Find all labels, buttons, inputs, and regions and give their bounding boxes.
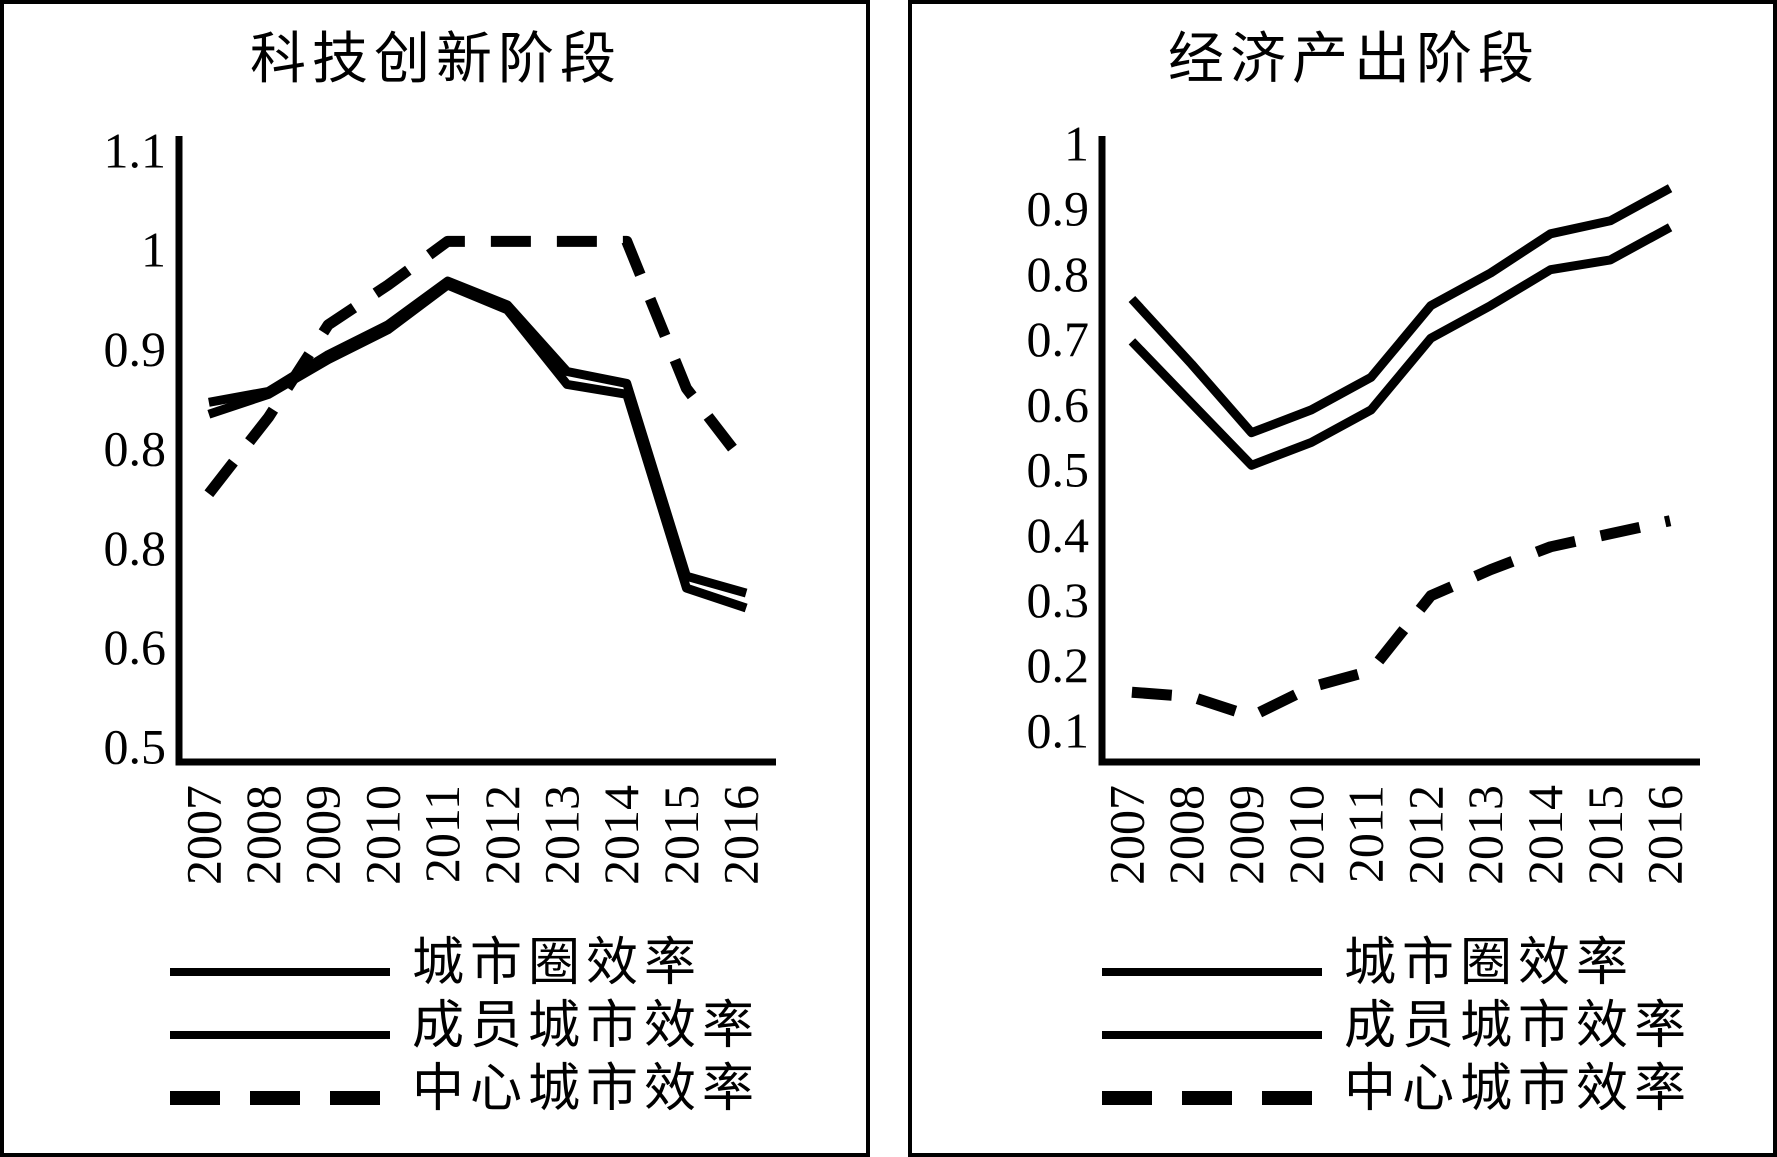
y-tick-label: 0.8	[1027, 246, 1090, 302]
axes	[1098, 136, 1700, 766]
panel-border	[0, 0, 870, 1157]
x-tick-label: 2007	[1098, 785, 1154, 885]
x-tick-label: 2012	[474, 785, 530, 885]
legend-label: 城市圈效率	[1344, 935, 1634, 992]
x-tick-label: 2008	[235, 785, 291, 885]
y-tick-label: 1	[141, 222, 166, 278]
y-tick-label: 0.3	[1027, 572, 1090, 628]
panel-border	[908, 0, 1777, 1157]
x-tick-label: 2009	[295, 785, 351, 885]
y-tick-label: 0.6	[1027, 376, 1090, 432]
x-tick-label: 2010	[1278, 785, 1334, 885]
y-tick-label: 0.8	[104, 520, 167, 576]
x-tick-label: 2011	[414, 785, 470, 883]
series-line	[1131, 515, 1672, 722]
y-tick-label: 0.1	[1027, 702, 1090, 758]
x-tick-label: 2012	[1397, 785, 1453, 885]
chart-title: 经济产出阶段	[1168, 29, 1540, 91]
y-tick-label: 0.4	[1027, 507, 1090, 563]
y-tick-label: 0.5	[1027, 442, 1090, 498]
series-line	[1128, 184, 1673, 438]
x-tick-label: 2016	[713, 785, 769, 885]
legend-label: 中心城市效率	[412, 1061, 760, 1118]
x-tick-label: 2011	[1338, 785, 1394, 883]
x-tick-label: 2016	[1637, 785, 1693, 885]
legend-label: 成员城市效率	[1344, 998, 1692, 1055]
y-tick-label: 0.5	[104, 719, 167, 775]
y-tick-label: 0.8	[104, 420, 167, 476]
series-line	[1128, 223, 1673, 470]
x-tick-label: 2014	[1517, 785, 1573, 885]
y-tick-label: 0.6	[104, 619, 167, 675]
x-tick-label: 2008	[1158, 785, 1214, 885]
y-tick-label: 0.9	[1027, 181, 1090, 237]
x-tick-label: 2013	[1457, 785, 1513, 885]
x-tick-label: 2010	[354, 785, 410, 885]
x-tick-label: 2009	[1218, 785, 1274, 885]
x-tick-label: 2014	[593, 785, 649, 885]
x-tick-label: 2007	[175, 785, 231, 885]
chart-title: 科技创新阶段	[250, 29, 622, 91]
y-tick-label: 1	[1064, 116, 1089, 172]
x-tick-label: 2015	[653, 785, 709, 885]
y-tick-label: 1.1	[104, 122, 167, 178]
series-line	[204, 235, 751, 498]
y-tick-label: 0.9	[104, 321, 167, 377]
legend-label: 中心城市效率	[1344, 1061, 1692, 1118]
legend-label: 成员城市效率	[412, 998, 760, 1055]
legend-label: 城市圈效率	[412, 935, 702, 992]
axes	[175, 136, 776, 766]
y-tick-label: 0.2	[1027, 637, 1090, 693]
x-tick-label: 2013	[534, 785, 590, 885]
x-tick-label: 2015	[1577, 785, 1633, 885]
y-tick-label: 0.7	[1027, 311, 1090, 367]
